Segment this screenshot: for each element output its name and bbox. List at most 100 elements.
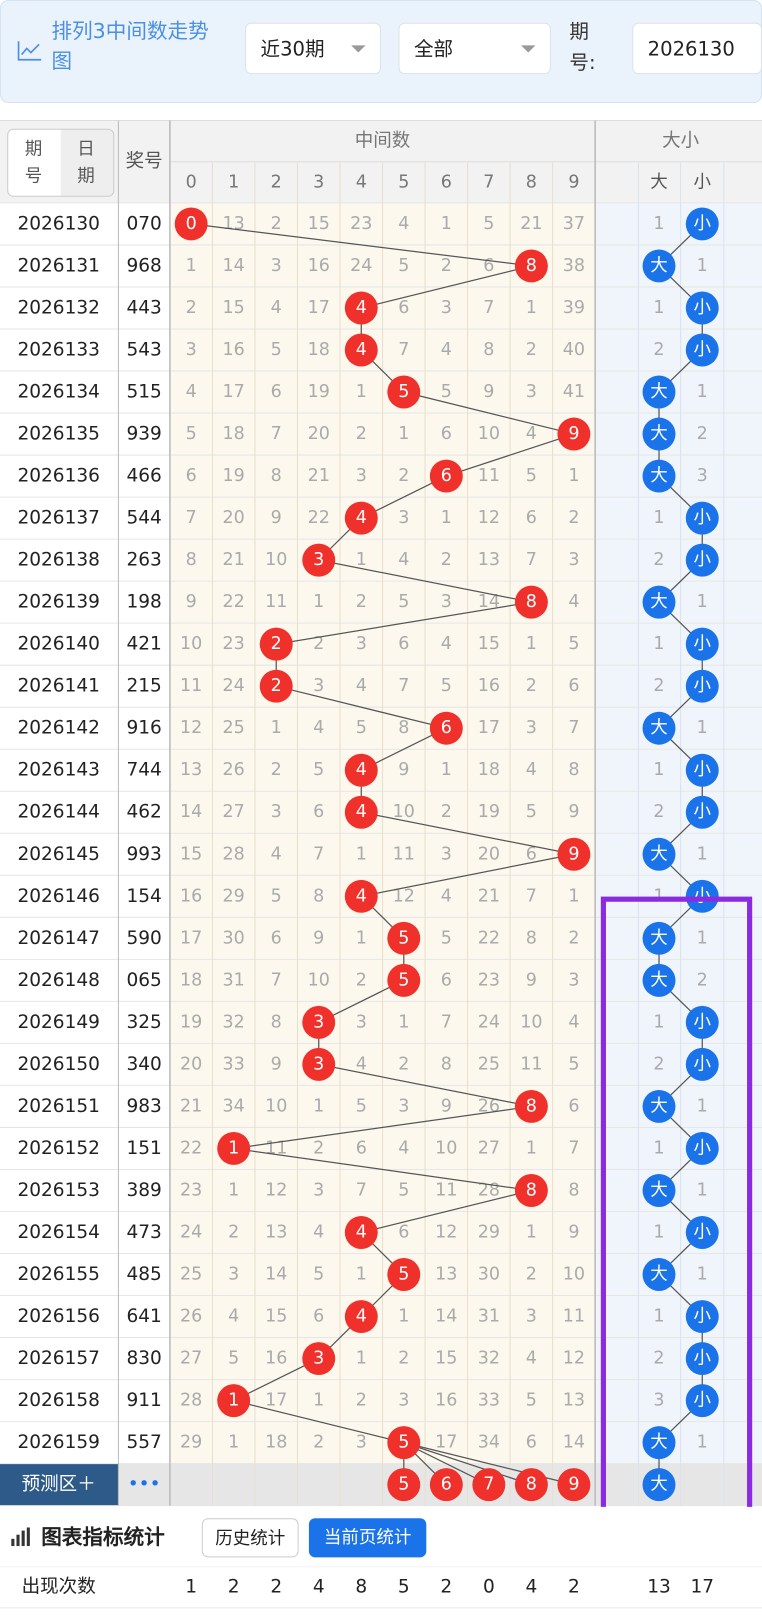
- miss-count: 14: [265, 1265, 287, 1285]
- prize: 515: [126, 382, 161, 403]
- miss-count: 1: [697, 256, 708, 276]
- miss-count: 7: [398, 676, 409, 696]
- predict-more[interactable]: •••: [128, 1474, 161, 1495]
- prize: 968: [126, 255, 161, 276]
- miss-count: 7: [271, 424, 282, 444]
- size-ball: [685, 1384, 719, 1418]
- prize: 744: [126, 760, 161, 781]
- miss-count: 6: [483, 256, 494, 276]
- hit-ball-text: 8: [526, 1096, 537, 1116]
- miss-count: 4: [228, 1307, 239, 1327]
- issue: 2026155: [17, 1264, 99, 1285]
- miss-count: 15: [265, 1307, 287, 1327]
- prize: 939: [126, 424, 161, 445]
- miss-count: 23: [478, 970, 500, 990]
- issue: 2026132: [17, 297, 99, 318]
- col-date[interactable]: 日期: [77, 139, 95, 187]
- toggle-active[interactable]: [8, 129, 61, 196]
- issue: 2026136: [17, 466, 99, 487]
- miss-count: 22: [478, 928, 500, 948]
- miss-count: 12: [180, 718, 202, 738]
- hit-ball: [302, 1047, 336, 1081]
- issue: 2026143: [17, 760, 99, 781]
- miss-count: 14: [223, 256, 245, 276]
- prize: 198: [126, 592, 161, 613]
- size-ball: [642, 1089, 676, 1123]
- issue: 2026137: [17, 508, 99, 529]
- miss-count: 4: [356, 1054, 367, 1074]
- miss-count: 37: [563, 214, 585, 234]
- hit-ball-text: 8: [526, 1180, 537, 1200]
- hit-ball: [429, 711, 463, 745]
- miss-count: 4: [441, 886, 452, 906]
- hit-ball-text: 8: [526, 256, 537, 276]
- hit-ball-text: 1: [228, 1138, 239, 1158]
- miss-count: 1: [398, 1307, 409, 1327]
- miss-count: 39: [563, 298, 585, 318]
- predict-label[interactable]: 预测区＋: [22, 1474, 96, 1495]
- miss-count: 1: [697, 928, 708, 948]
- miss-count: 3: [568, 550, 579, 570]
- stats-tab[interactable]: 历史统计: [201, 1518, 299, 1558]
- miss-count: 2: [653, 1054, 664, 1074]
- size-ball: [685, 543, 719, 577]
- miss-count: 2: [356, 970, 367, 990]
- miss-count: 4: [398, 214, 409, 234]
- stats-count: 4: [313, 1577, 325, 1598]
- period-select[interactable]: 近30期: [245, 22, 381, 75]
- size-header: 大: [650, 172, 667, 192]
- size-ball-text: 小: [694, 1222, 712, 1242]
- size-ball-text: 小: [694, 1349, 712, 1369]
- miss-count: 4: [271, 298, 282, 318]
- filter-select[interactable]: 全部: [398, 22, 551, 75]
- hit-ball: [429, 459, 463, 493]
- miss-count: 25: [478, 1054, 500, 1074]
- miss-count: 2: [356, 592, 367, 612]
- miss-count: 5: [526, 802, 537, 822]
- miss-count: 11: [180, 676, 202, 696]
- predict-ball-text: 9: [568, 1475, 579, 1495]
- miss-count: 19: [223, 466, 245, 486]
- stats-tab-active[interactable]: 当前页统计: [308, 1518, 427, 1558]
- issue: 2026156: [17, 1306, 99, 1327]
- predict-line: [403, 1442, 532, 1486]
- hit-ball-text: 4: [356, 760, 367, 780]
- hit-ball-text: 4: [356, 1222, 367, 1242]
- miss-count: 8: [313, 886, 324, 906]
- size-ball-text: 小: [694, 1391, 712, 1411]
- miss-count: 13: [478, 550, 500, 570]
- miss-count: 4: [441, 634, 452, 654]
- miss-count: 6: [568, 676, 579, 696]
- issue: 2026130: [17, 213, 99, 234]
- stats-count: 2: [270, 1577, 282, 1598]
- miss-count: 41: [563, 382, 585, 402]
- prize: 466: [126, 466, 161, 487]
- miss-count: 13: [223, 214, 245, 234]
- miss-count: 6: [441, 424, 452, 444]
- miss-count: 34: [223, 1096, 245, 1116]
- miss-count: 1: [653, 508, 664, 528]
- miss-count: 8: [568, 760, 579, 780]
- miss-count: 32: [223, 1012, 245, 1032]
- predict-label-bg: [0, 1463, 119, 1506]
- miss-count: 1: [653, 1307, 664, 1327]
- hit-ball-text: 3: [313, 1012, 324, 1032]
- issue-input[interactable]: 2026130: [632, 22, 762, 75]
- period-select-text: 近30期: [260, 38, 325, 61]
- hit-ball-text: 3: [313, 550, 324, 570]
- miss-count: 22: [180, 1138, 202, 1158]
- miss-count: 9: [441, 1096, 452, 1116]
- miss-count: 9: [568, 802, 579, 822]
- issue: 2026150: [17, 1054, 99, 1075]
- miss-count: 15: [435, 1349, 457, 1369]
- hit-ball: [302, 543, 336, 577]
- size-ball: [685, 1005, 719, 1039]
- col-prize: 奖号: [126, 151, 163, 172]
- miss-count: 2: [441, 802, 452, 822]
- miss-count: 9: [186, 592, 197, 612]
- hit-ball: [344, 753, 378, 787]
- miss-count: 14: [180, 802, 202, 822]
- miss-count: 16: [223, 340, 245, 360]
- miss-count: 20: [223, 508, 245, 528]
